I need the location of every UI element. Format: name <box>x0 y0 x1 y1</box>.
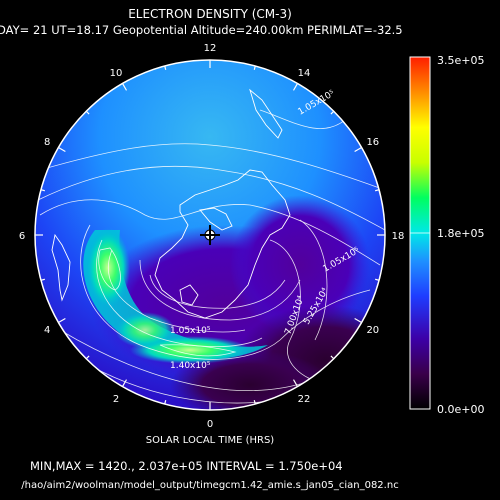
contour-label: 1.40x10⁵ <box>170 361 211 371</box>
tick-mark <box>375 189 380 192</box>
local-time-label: 20 <box>366 325 379 336</box>
local-time-label: 12 <box>204 43 217 54</box>
chart-title: ELECTRON DENSITY (CM-3) <box>128 7 292 21</box>
local-time-label: 14 <box>298 68 311 79</box>
tick-mark <box>253 400 256 405</box>
local-time-label: 0 <box>207 419 213 430</box>
tick-mark <box>40 189 45 192</box>
colorbar-max-label: 3.5e+05 <box>437 54 485 67</box>
tick-mark <box>85 355 90 360</box>
tick-mark <box>354 317 362 324</box>
density-field <box>35 60 385 410</box>
local-time-ticks <box>35 60 385 410</box>
tick-mark <box>330 110 335 115</box>
colorbar-mid-label: 1.8e+05 <box>437 227 485 240</box>
tick-mark <box>164 65 167 70</box>
min-max-readout: MIN,MAX = 1420., 2.037e+05 INTERVAL = 1.… <box>30 459 343 473</box>
tick-mark <box>375 278 380 281</box>
tick-mark <box>58 146 66 153</box>
pole-marker <box>200 225 220 245</box>
tick-mark <box>121 379 128 387</box>
tick-mark <box>292 83 299 91</box>
colorbar <box>409 56 431 410</box>
local-time-label: 4 <box>44 325 50 336</box>
local-time-label: 10 <box>110 68 123 79</box>
local-time-label: 2 <box>113 394 119 405</box>
local-time-label: 18 <box>392 231 405 242</box>
tick-mark <box>354 146 362 153</box>
local-time-label: 8 <box>44 137 50 148</box>
local-time-labels: 12 14 16 18 20 22 0 2 4 6 8 10 <box>19 43 405 430</box>
contour-lines <box>37 109 385 404</box>
tick-mark <box>292 379 299 387</box>
tick-mark <box>85 110 90 115</box>
tick-mark <box>253 65 256 70</box>
tick-mark <box>40 278 45 281</box>
local-time-label: 6 <box>19 231 25 242</box>
x-axis-label: SOLAR LOCAL TIME (HRS) <box>145 435 275 446</box>
tick-mark <box>121 83 128 91</box>
file-path: /hao/aim2/woolman/model_output/timegcm1.… <box>21 480 399 491</box>
tick-mark <box>58 317 66 324</box>
local-time-label: 16 <box>366 137 379 148</box>
coastlines <box>51 88 291 319</box>
colorbar-min-label: 0.0e+00 <box>437 403 485 416</box>
tick-mark <box>164 400 167 405</box>
chart-subtitle: DAY= 21 UT=18.17 Geopotential Altitude=2… <box>0 23 403 37</box>
contour-label: 1.05x10⁵ <box>170 326 211 336</box>
local-time-label: 22 <box>298 394 311 405</box>
tick-mark <box>330 355 335 360</box>
